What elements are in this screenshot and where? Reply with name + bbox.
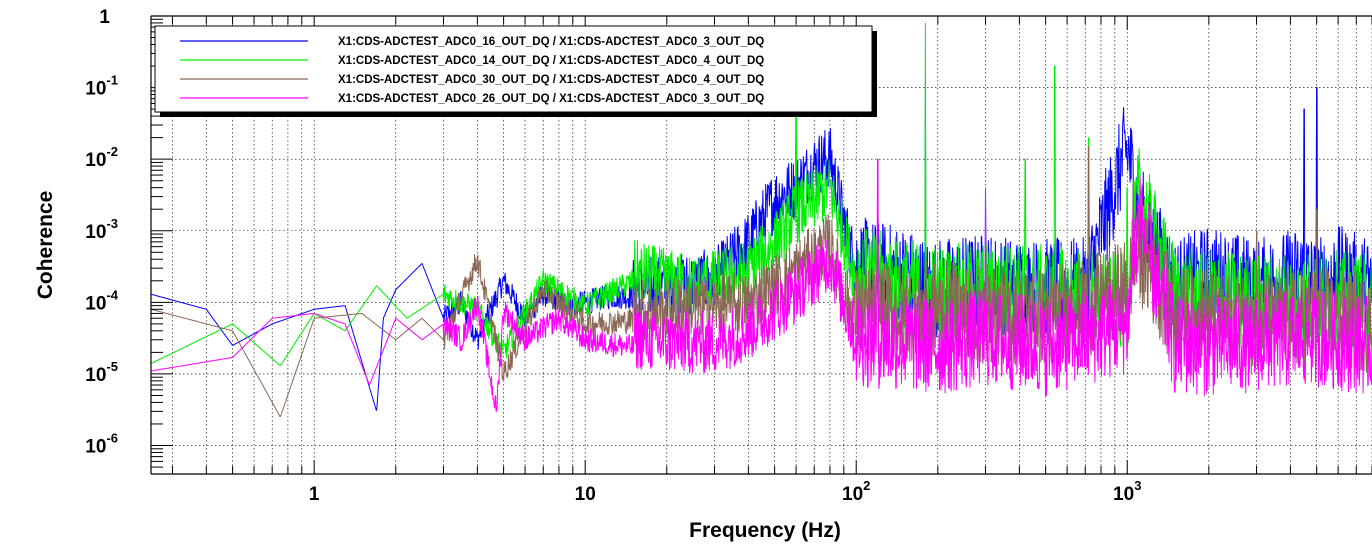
y-tick-label: 10-6 [85,431,118,458]
y-axis-title: Coherence [34,191,57,300]
x-tick-label-exp: 3 [1134,478,1141,493]
legend-label-4: X1:CDS-ADCTEST_ADC0_26_OUT_DQ / X1:CDS-A… [338,93,764,105]
series-line-4 [151,158,1372,412]
legend-label-3: X1:CDS-ADCTEST_ADC0_30_OUT_DQ / X1:CDS-A… [338,74,764,86]
y-tick-label-exp: -2 [106,144,118,159]
y-tick-label-exp: -1 [106,73,118,88]
x-tick-label: 102 [842,478,870,505]
y-tick-label: 1 [99,7,110,28]
x-axis-title: Frequency (Hz) [689,519,841,542]
y-tick-label: 10-2 [85,144,118,171]
x-tick-label: 103 [1113,478,1141,505]
x-tick-label: 10 [575,484,596,505]
y-tick-label: 10-4 [85,287,118,314]
y-tick-label: 10-5 [85,359,118,386]
x-tick-label: 1 [309,484,320,505]
legend-label-2: X1:CDS-ADCTEST_ADC0_14_OUT_DQ / X1:CDS-A… [338,55,764,67]
y-tick-label-exp: -5 [106,359,118,374]
y-tick-label-exp: -3 [106,216,118,231]
y-tick-label: 10-1 [85,73,118,100]
legend-label-1: X1:CDS-ADCTEST_ADC0_16_OUT_DQ / X1:CDS-A… [338,36,764,48]
plot-frame [150,15,1372,475]
x-tick-label-exp: 2 [863,478,870,493]
y-tick-label-exp: -6 [106,431,118,446]
y-tick-label-exp: -4 [106,287,118,302]
series-group [151,22,1372,418]
y-tick-label: 10-3 [85,216,118,243]
legend: X1:CDS-ADCTEST_ADC0_16_OUT_DQ / X1:CDS-A… [154,25,877,117]
